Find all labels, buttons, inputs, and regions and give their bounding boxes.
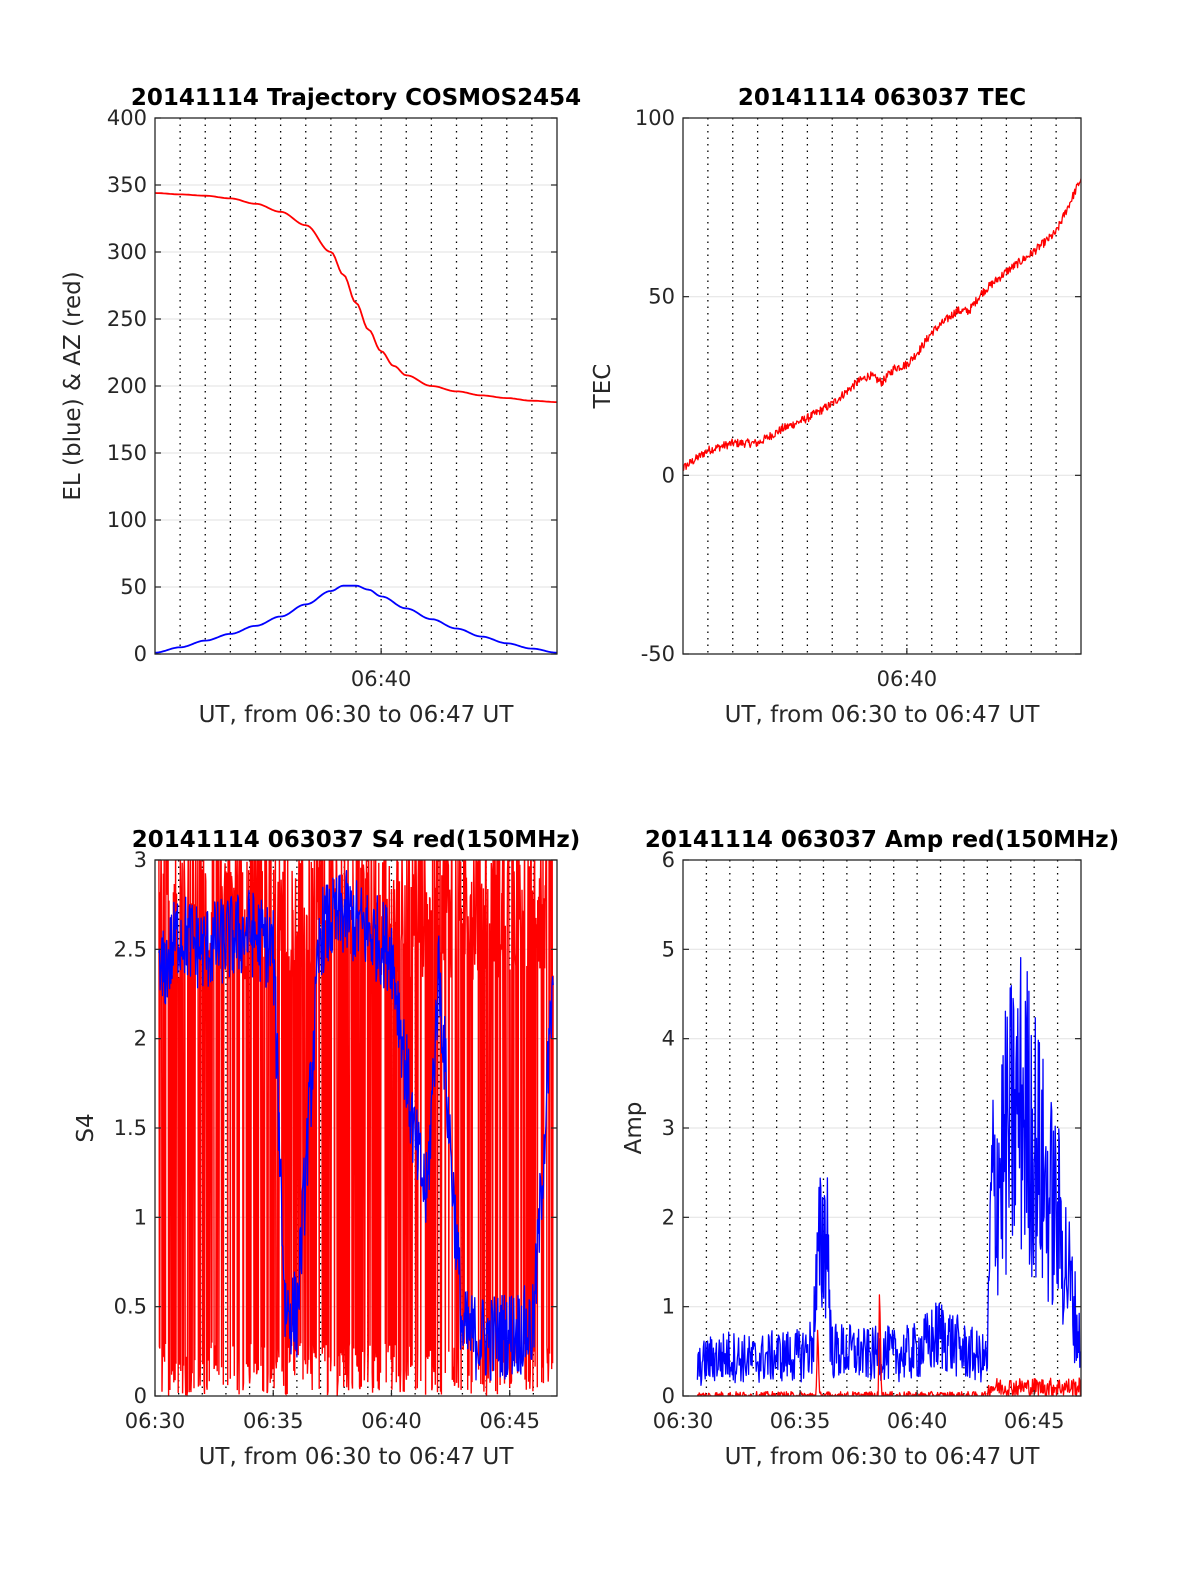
y-tick-label: 50: [120, 575, 147, 599]
chart-title: 20141114 063037 Amp red(150MHz): [645, 827, 1119, 853]
x-tick-label: 06:35: [243, 1409, 304, 1433]
series-2-line: [155, 584, 557, 654]
y-tick-label: 4: [662, 1027, 675, 1051]
y-tick-label: 1: [134, 1205, 147, 1229]
y-tick-label: 2.5: [114, 937, 147, 961]
y-axis-label: TEC: [590, 364, 616, 410]
y-axis-label: Amp: [621, 1102, 647, 1155]
y-axis-label: S4: [73, 1113, 99, 1142]
x-tick-label: 06:30: [125, 1409, 186, 1433]
series-1-line: [696, 956, 1081, 1386]
y-tick-label: 0.5: [114, 1295, 147, 1319]
y-tick-label: 250: [107, 307, 147, 331]
y-tick-label: 0: [134, 642, 147, 666]
chart-panel-4: 0 1 2 3 4 5 6 06:30 06:35 06:40 06:45 20141114 0630…: [621, 827, 1119, 1470]
series-1-line: [683, 178, 1081, 472]
plot-area: [158, 860, 554, 1396]
y-tick-label: 5: [662, 937, 675, 961]
x-axis-label: UT, from 06:30 to 06:47 UT: [199, 702, 515, 728]
y-tick-label: -50: [641, 642, 675, 666]
y-tick-label: 400: [107, 106, 147, 130]
y-tick-label: 0: [134, 1384, 147, 1408]
chart-title: 20141114 063037 S4 red(150MHz): [132, 827, 581, 853]
x-tick-label: 06:40: [361, 1409, 422, 1433]
plot-area: [155, 192, 557, 654]
axes-frame: [682, 117, 1082, 655]
y-tick-label: 1.5: [114, 1116, 147, 1140]
y-tick-label: 0: [662, 1384, 675, 1408]
x-tick-label: 06:45: [1004, 1409, 1065, 1433]
x-tick-label: 06:40: [877, 667, 938, 691]
x-axis-label: UT, from 06:30 to 06:47 UT: [725, 1444, 1041, 1470]
y-tick-label: 100: [635, 106, 675, 130]
chart-title: 20141114 063037 TEC: [738, 85, 1026, 111]
x-axis-label: UT, from 06:30 to 06:47 UT: [725, 702, 1041, 728]
y-tick-label: 200: [107, 374, 147, 398]
x-tick-label: 06:40: [887, 1409, 948, 1433]
y-tick-label: 0: [662, 463, 675, 487]
chart-panel-1: 0 50 100 150 200 250 300 350 400 06:40 20141114 Tr…: [60, 85, 581, 728]
y-tick-label: 2: [662, 1205, 675, 1229]
y-tick-label: 6: [662, 848, 675, 872]
x-axis-label: UT, from 06:30 to 06:47 UT: [199, 1444, 515, 1470]
chart-panel-3: 0 0.5 1 1.5 2 2.5 3 06:30 06:35 06:40 06:45 2014111…: [73, 827, 581, 1470]
y-tick-label: 3: [134, 848, 147, 872]
y-axis-label: EL (blue) & AZ (red): [60, 271, 86, 500]
chart-title: 20141114 Trajectory COSMOS2454: [131, 85, 581, 111]
x-tick-label: 06:35: [770, 1409, 831, 1433]
plot-area: [696, 956, 1081, 1396]
plot-area: [683, 178, 1081, 472]
y-tick-label: 100: [107, 508, 147, 532]
y-tick-label: 50: [648, 285, 675, 309]
series-1-line: [155, 192, 557, 403]
x-tick-label: 06:40: [351, 667, 412, 691]
y-tick-label: 300: [107, 240, 147, 264]
y-tick-label: 2: [134, 1027, 147, 1051]
y-tick-label: 1: [662, 1295, 675, 1319]
chart-panel-2: -50 0 50 100 06:40 20141114 063037 TEC UT, fro…: [590, 85, 1082, 728]
series-2-line: [158, 870, 554, 1381]
series-1-line: [158, 860, 554, 1396]
y-tick-label: 3: [662, 1116, 675, 1140]
y-tick-label: 350: [107, 173, 147, 197]
y-tick-label: 150: [107, 441, 147, 465]
x-tick-label: 06:30: [653, 1409, 714, 1433]
x-tick-label: 06:45: [479, 1409, 540, 1433]
